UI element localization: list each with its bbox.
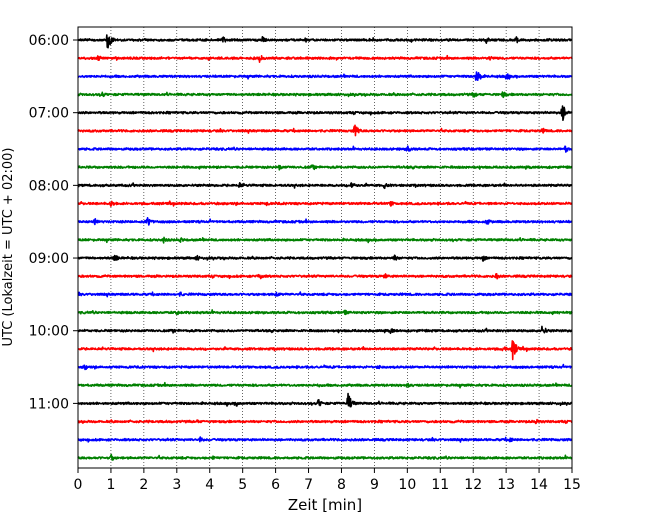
seismogram-traces: [77, 34, 573, 461]
trace-0645: [77, 91, 573, 99]
y-axis-label: UTC (Lokalzeit = UTC + 02:00): [1, 148, 16, 347]
x-tick-label: 0: [74, 477, 83, 493]
trace-0930: [77, 291, 573, 298]
trace-1115: [77, 418, 573, 425]
x-tick-label: 2: [139, 477, 148, 493]
x-tick-label: 15: [563, 477, 581, 493]
trace-1030: [77, 363, 573, 371]
x-axis-label: Zeit [min]: [288, 496, 362, 514]
y-tick-label: 07:00: [29, 106, 69, 122]
x-tick-label: 4: [205, 477, 214, 493]
trace-0800: [77, 181, 573, 190]
trace-0830: [77, 217, 573, 226]
trace-0915: [77, 272, 573, 280]
x-tick-label: 10: [398, 477, 416, 493]
trace-0615: [77, 54, 573, 63]
trace-1045: [77, 381, 573, 389]
trace-0815: [77, 200, 573, 207]
x-tick-label: 8: [337, 477, 346, 493]
trace-0700: [77, 105, 573, 122]
x-tick-label: 3: [172, 477, 181, 493]
trace-0845: [77, 236, 573, 244]
y-tick-label: 06:00: [29, 33, 69, 49]
x-axis-ticks: 0 1 2 3 4 5 6 7 8 9 10 11 12 13 14 15: [74, 468, 581, 493]
y-tick-label: 09:00: [29, 251, 69, 267]
y-axis-ticks: 06:00 07:00 08:00 09:00 10:00 11:00: [29, 33, 78, 412]
trace-0730: [77, 145, 573, 153]
y-tick-label: 08:00: [29, 178, 69, 194]
trace-1000: [77, 325, 573, 335]
trace-0600: [77, 34, 573, 49]
x-tick-label: 11: [431, 477, 449, 493]
trace-1130: [77, 436, 573, 443]
x-tick-label: 1: [106, 477, 115, 493]
trace-0630: [77, 71, 573, 82]
x-tick-label: 6: [271, 477, 280, 493]
x-tick-label: 9: [370, 477, 379, 493]
x-tick-label: 14: [530, 477, 548, 493]
plot-frame: [77, 26, 573, 469]
trace-0745: [77, 164, 573, 171]
trace-1145: [77, 453, 573, 461]
trace-0945: [77, 309, 573, 316]
trace-0715: [77, 124, 573, 137]
trace-1100: [77, 392, 573, 408]
x-tick-label: 13: [497, 477, 515, 493]
x-tick-label: 5: [238, 477, 247, 493]
y-tick-label: 11:00: [29, 396, 69, 412]
x-tick-label: 12: [464, 477, 482, 493]
trace-0900: [77, 254, 573, 262]
y-tick-label: 10:00: [29, 324, 69, 340]
x-tick-label: 7: [304, 477, 313, 493]
trace-1015: [77, 340, 573, 361]
